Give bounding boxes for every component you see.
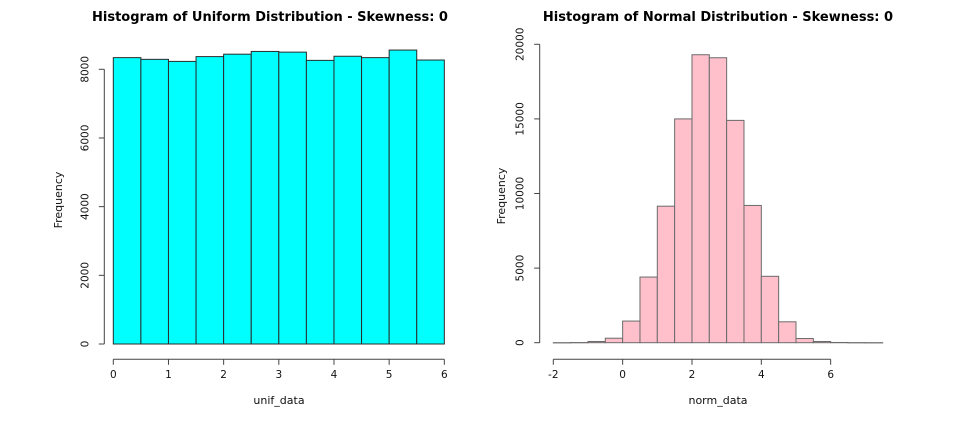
plot-area: 0 2000 4000 6000 8000 0 1 2 3 4 5 6 xyxy=(79,49,448,381)
histogram-bar xyxy=(250,50,280,345)
histogram-bar xyxy=(812,341,832,344)
x-axis-tick-label: 3 xyxy=(275,369,282,381)
histogram-bar xyxy=(604,337,624,344)
plot-area: 0 5000 10000 15000 20000 -2 0 2 4 6 xyxy=(515,28,884,381)
x-axis-tick-label: 1 xyxy=(165,369,172,381)
x-axis-tick-label: 2 xyxy=(689,369,696,381)
histogram-bar xyxy=(361,57,390,345)
histogram-bar xyxy=(674,118,693,344)
x-axis-tick-label: 5 xyxy=(386,369,393,381)
histogram-bar xyxy=(691,54,710,344)
histogram-bar xyxy=(760,275,780,344)
histogram-bar xyxy=(388,49,418,345)
y-axis-tick-label: 0 xyxy=(79,341,91,348)
chart-title: Histogram of Normal Distribution - Skewn… xyxy=(543,10,893,25)
uniform-histogram-panel: Histogram of Uniform Distribution - Skew… xyxy=(0,0,489,429)
histogram-bar xyxy=(140,58,169,345)
histogram-bar xyxy=(112,57,142,345)
uniform-histogram-plot: Histogram of Uniform Distribution - Skew… xyxy=(52,10,448,407)
normal-histogram-plot: Histogram of Normal Distribution - Skewn… xyxy=(495,10,893,407)
histogram-bar xyxy=(305,59,335,345)
x-axis-tick-label: 4 xyxy=(331,369,338,381)
y-axis-label: Frequency xyxy=(52,171,65,228)
x-axis-label: norm_data xyxy=(688,394,747,407)
histogram-bar xyxy=(278,51,307,345)
x-axis-tick-label: 0 xyxy=(619,369,626,381)
histogram-bar xyxy=(795,338,814,344)
histogram-bar xyxy=(223,53,252,345)
chart-title: Histogram of Uniform Distribution - Skew… xyxy=(92,10,448,25)
y-axis-label: Frequency xyxy=(495,167,508,224)
histogram-bar xyxy=(726,119,745,344)
y-axis-tick-label: 4000 xyxy=(79,193,91,220)
y-axis-tick-label: 10000 xyxy=(515,177,527,210)
y-axis-tick-label: 8000 xyxy=(79,56,91,83)
y-axis-tick-label: 15000 xyxy=(515,102,527,135)
histogram-bar xyxy=(416,59,445,345)
histogram-bar xyxy=(587,341,606,344)
histogram-bar xyxy=(333,55,363,345)
x-axis-tick-label: 4 xyxy=(758,369,765,381)
histogram-bar xyxy=(195,56,225,345)
histogram-bar xyxy=(743,204,762,344)
y-axis-tick-label: 20000 xyxy=(515,28,527,61)
histogram-bar xyxy=(708,57,728,344)
x-axis-tick-label: 0 xyxy=(110,369,117,381)
histogram-bar xyxy=(639,276,658,344)
normal-histogram-panel: Histogram of Normal Distribution - Skewn… xyxy=(490,0,979,429)
histogram-bar xyxy=(167,60,197,345)
y-axis-tick-label: 0 xyxy=(515,339,527,346)
histogram-bar xyxy=(622,320,641,344)
x-axis-tick-label: 6 xyxy=(827,369,834,381)
histogram-bar xyxy=(778,321,797,344)
x-axis-label: unif_data xyxy=(253,394,304,407)
histogram-bar xyxy=(656,205,676,344)
y-axis-tick-label: 2000 xyxy=(79,262,91,289)
x-axis-tick-label: 6 xyxy=(441,369,448,381)
y-axis-tick-label: 5000 xyxy=(515,255,527,282)
x-axis-tick-label: 2 xyxy=(220,369,227,381)
y-axis-tick-label: 6000 xyxy=(79,125,91,152)
x-axis-tick-label: -2 xyxy=(548,369,558,381)
